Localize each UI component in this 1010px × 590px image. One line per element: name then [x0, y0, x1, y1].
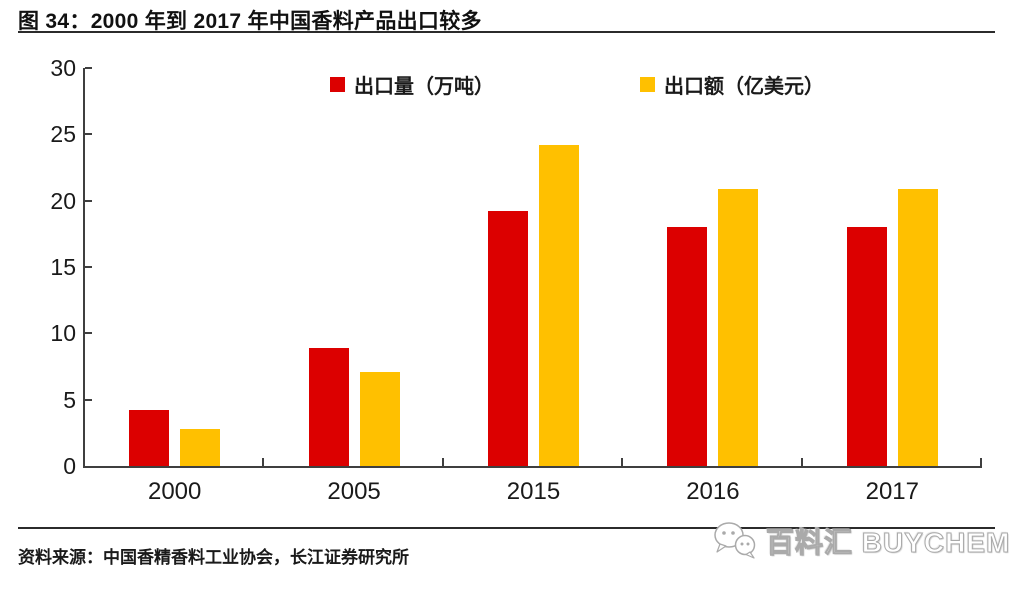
y-axis-line	[83, 68, 85, 468]
y-axis-tick	[85, 133, 92, 136]
legend-label: 出口额（亿美元）	[664, 76, 824, 98]
legend-swatch	[330, 77, 345, 92]
bar-value-2005	[359, 371, 400, 466]
bar-value-2000	[180, 428, 221, 466]
bar-volume-2016	[667, 227, 708, 466]
x-axis-line	[83, 466, 982, 468]
y-axis-label: 10	[50, 320, 76, 347]
x-axis-label: 2000	[147, 478, 202, 505]
bar-volume-2015	[488, 211, 528, 466]
y-axis-tick	[85, 199, 92, 202]
y-axis-tick	[85, 266, 92, 268]
bar-volume-2000	[129, 410, 170, 466]
x-axis-label: 2015	[506, 478, 561, 505]
x-axis-tick	[441, 458, 444, 466]
x-axis-label: 2017	[865, 478, 919, 505]
legend-item: 出口额（亿美元）	[640, 70, 824, 99]
y-axis-label: 15	[50, 254, 76, 280]
y-axis-label: 5	[63, 386, 76, 413]
y-axis-label: 25	[50, 121, 76, 148]
bar-value-2017	[897, 188, 938, 466]
bar-volume-2017	[846, 227, 887, 466]
bar-volume-2005	[308, 347, 349, 466]
y-axis-tick	[85, 398, 92, 401]
x-axis-tick	[980, 458, 982, 466]
bar-value-2016	[718, 188, 759, 466]
x-axis-tick	[262, 458, 265, 466]
bar-chart: 0 5 10 15 20 25 30 2000 2005 2015 2016 2017 出口量（万吨） 出…	[50, 55, 982, 505]
x-axis-label: 2016	[686, 478, 740, 505]
legend-label: 出口量（万吨）	[354, 76, 494, 98]
y-axis-label: 0	[63, 453, 76, 479]
footer-rule	[18, 527, 995, 529]
watermark-text: 百料汇 BUYCHEMI	[765, 527, 1010, 559]
x-axis-tick	[621, 458, 624, 466]
y-axis-label: 20	[50, 187, 76, 214]
wechat-icon	[714, 522, 756, 559]
figure-title: 图 34：2000 年到 2017 年中国香料产品出口较多	[18, 10, 482, 33]
legend-swatch	[640, 77, 655, 92]
y-axis-label: 30	[50, 55, 76, 81]
x-axis-label: 2005	[327, 478, 381, 505]
source-note: 资料来源：中国香精香料工业协会，长江证券研究所	[18, 548, 409, 567]
watermark: 百料汇 BUYCHEMI	[712, 520, 1010, 562]
title-rule	[18, 31, 995, 33]
y-axis-tick	[85, 67, 92, 69]
y-axis-tick	[85, 332, 92, 335]
bar-value-2015	[539, 144, 579, 466]
legend-item: 出口量（万吨）	[330, 70, 494, 99]
x-axis-tick	[800, 458, 803, 466]
